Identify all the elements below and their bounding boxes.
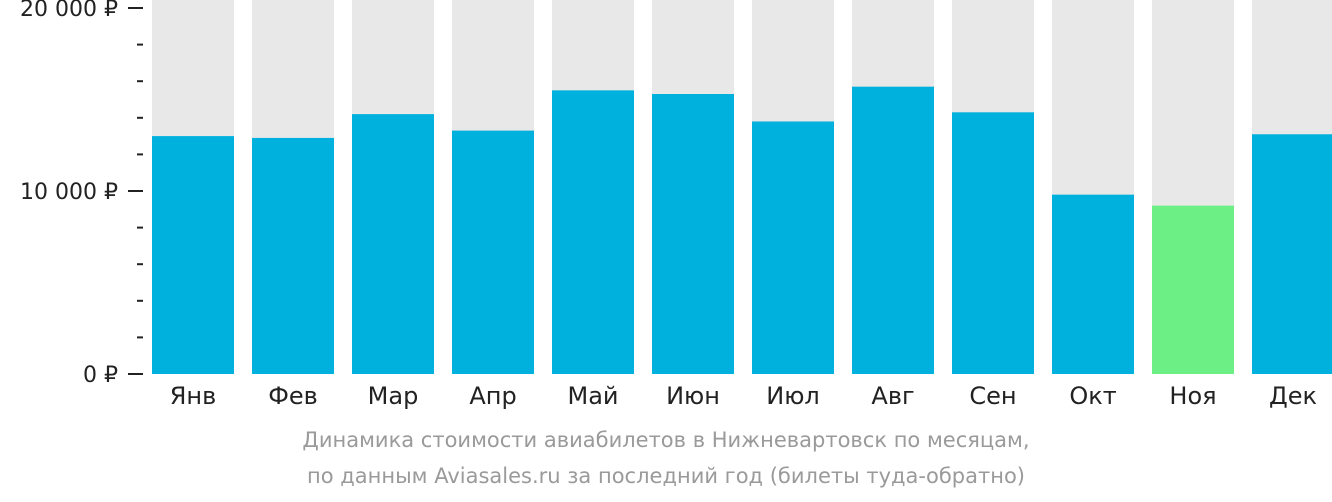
x-tick-label: Янв <box>170 382 217 410</box>
bar-8 <box>852 86 934 374</box>
bar-2 <box>252 137 334 374</box>
x-tick-label: Апр <box>469 382 516 410</box>
x-tick-label: Фев <box>268 382 318 410</box>
bar-7 <box>752 121 834 375</box>
x-tick-label: Дек <box>1269 382 1317 410</box>
bar-3 <box>352 114 434 374</box>
bar-4 <box>452 130 534 374</box>
chart-caption-line-2: по данным Aviasales.ru за последний год … <box>307 464 1025 488</box>
bar-9 <box>952 112 1034 374</box>
y-tick-label: 20 000 ₽ <box>20 0 118 22</box>
y-tick-label: 10 000 ₽ <box>20 180 118 205</box>
y-tick-label: 0 ₽ <box>83 363 118 388</box>
chart-caption-line-1: Динамика стоимости авиабилетов в Нижнева… <box>302 428 1030 452</box>
x-tick-label: Мар <box>368 382 419 410</box>
x-tick-label: Июл <box>766 382 820 410</box>
bar-10 <box>1052 194 1134 374</box>
bar-5 <box>552 90 634 374</box>
price-chart: Янв Фев Мар Апр Май Июн Июл Авг Сен Окт Ноя Дек 0 ₽ 1… <box>20 0 1332 410</box>
x-tick-label: Май <box>567 382 618 410</box>
x-tick-label: Июн <box>666 382 720 410</box>
x-tick-label: Авг <box>871 382 914 410</box>
bar-6 <box>652 94 734 374</box>
bar-12 <box>1252 134 1332 374</box>
bar-1 <box>152 136 234 374</box>
bar-11 <box>1152 205 1234 374</box>
x-tick-label: Окт <box>1069 382 1116 410</box>
x-tick-label: Сен <box>969 382 1016 410</box>
x-tick-label: Ноя <box>1169 382 1216 410</box>
